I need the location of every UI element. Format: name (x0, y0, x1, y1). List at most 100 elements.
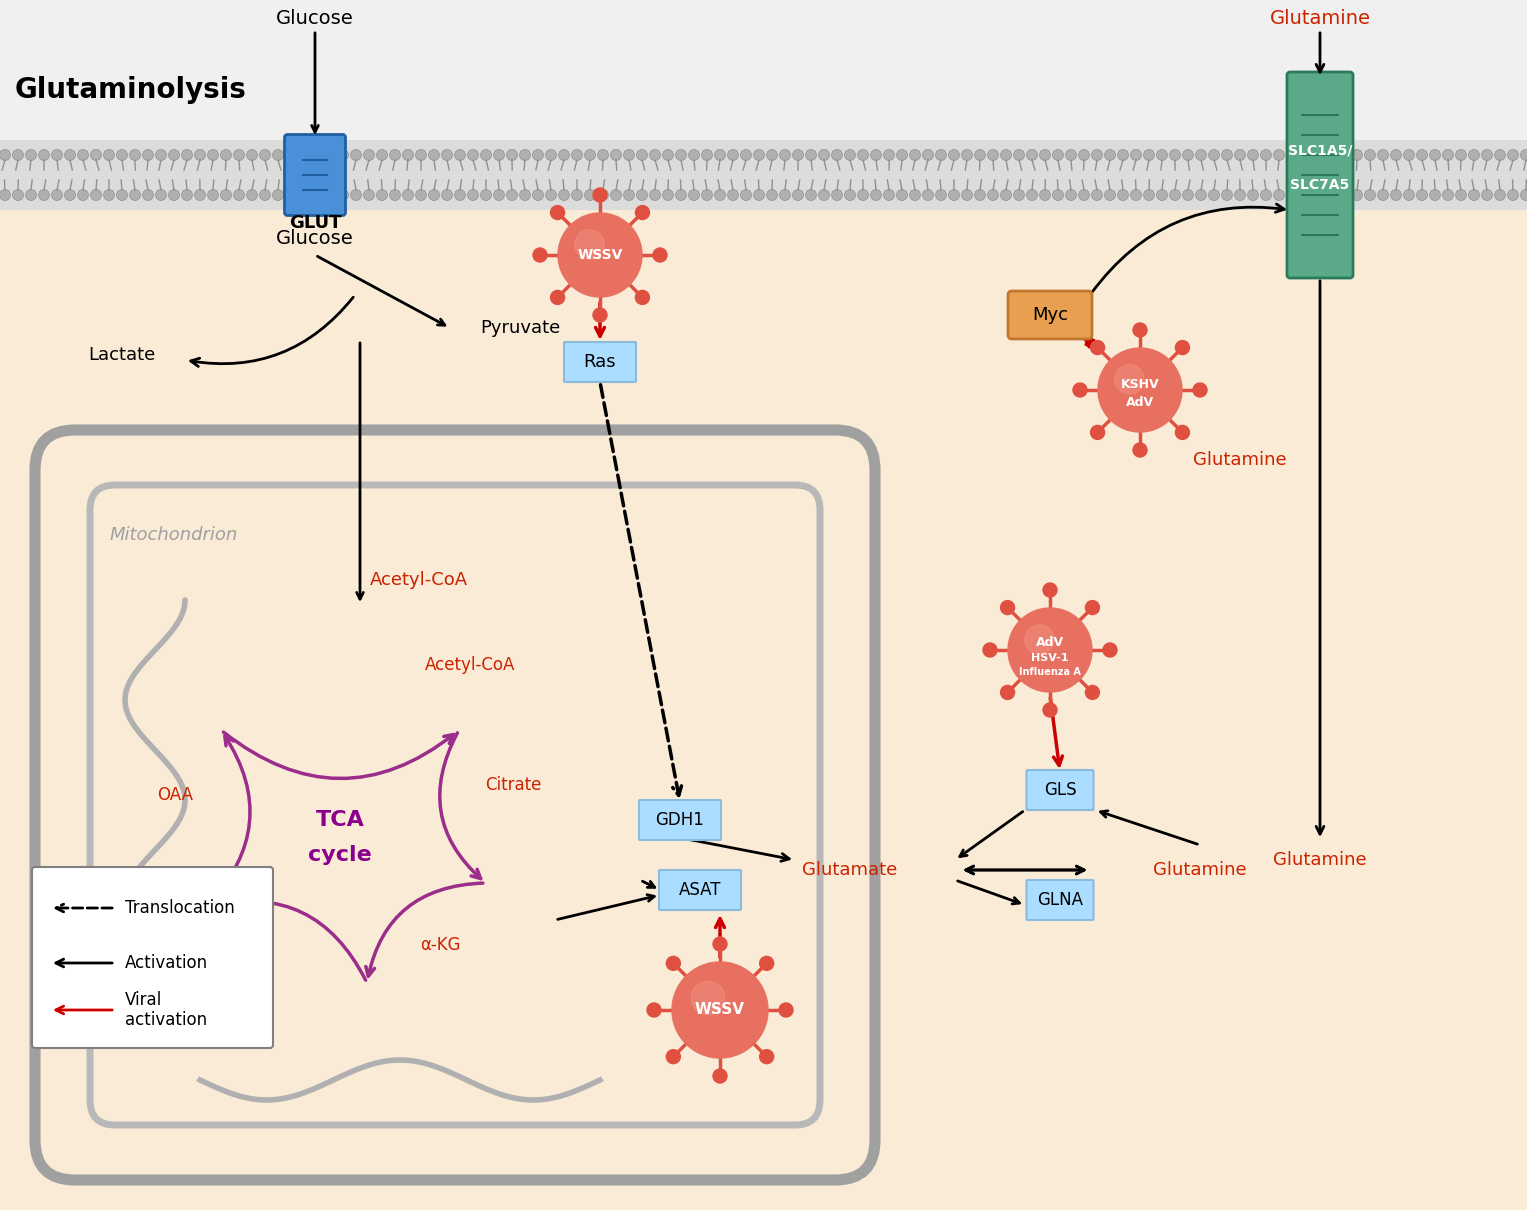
Circle shape (1115, 364, 1144, 394)
Circle shape (1299, 150, 1310, 161)
Circle shape (363, 150, 374, 161)
Circle shape (1102, 643, 1116, 657)
Circle shape (585, 190, 596, 201)
Circle shape (713, 937, 727, 951)
Circle shape (337, 150, 348, 161)
Circle shape (194, 190, 206, 201)
Circle shape (0, 190, 11, 201)
Circle shape (1090, 426, 1104, 439)
Circle shape (793, 190, 803, 201)
Circle shape (1000, 685, 1014, 699)
Circle shape (974, 190, 985, 201)
Circle shape (260, 190, 270, 201)
Circle shape (1156, 190, 1168, 201)
Circle shape (1351, 190, 1362, 201)
Text: WSSV: WSSV (695, 1003, 745, 1018)
Circle shape (983, 643, 997, 657)
Circle shape (90, 150, 101, 161)
Circle shape (208, 190, 218, 201)
Circle shape (1118, 190, 1128, 201)
Circle shape (832, 190, 843, 201)
Circle shape (1014, 190, 1025, 201)
Circle shape (647, 1003, 661, 1016)
Text: GDH1: GDH1 (655, 811, 704, 829)
Circle shape (1078, 150, 1089, 161)
Circle shape (1495, 150, 1506, 161)
FancyBboxPatch shape (660, 870, 741, 910)
Circle shape (130, 190, 140, 201)
Circle shape (26, 190, 37, 201)
Text: AdV: AdV (1035, 635, 1064, 649)
Circle shape (870, 190, 881, 201)
Text: Acetyl-CoA: Acetyl-CoA (425, 656, 516, 674)
Circle shape (168, 190, 180, 201)
Circle shape (1014, 150, 1025, 161)
Text: Myc: Myc (1032, 306, 1067, 324)
Circle shape (559, 190, 570, 201)
FancyBboxPatch shape (1287, 73, 1353, 278)
Circle shape (936, 150, 947, 161)
Circle shape (988, 150, 999, 161)
FancyBboxPatch shape (638, 800, 721, 840)
Text: SucCoA: SucCoA (188, 946, 252, 964)
Circle shape (415, 150, 426, 161)
Circle shape (713, 1068, 727, 1083)
Circle shape (1043, 703, 1057, 718)
Circle shape (1417, 150, 1428, 161)
Text: TCA: TCA (316, 809, 365, 830)
Circle shape (1391, 150, 1402, 161)
Circle shape (1066, 150, 1077, 161)
Circle shape (403, 190, 414, 201)
Circle shape (1000, 190, 1011, 201)
Circle shape (988, 190, 999, 201)
Circle shape (649, 190, 661, 201)
Text: Acetyl-CoA: Acetyl-CoA (370, 571, 469, 589)
Circle shape (779, 1003, 793, 1016)
Text: Glutamine: Glutamine (1193, 451, 1287, 469)
Circle shape (1429, 150, 1440, 161)
Circle shape (1455, 150, 1466, 161)
Circle shape (441, 190, 452, 201)
Circle shape (481, 190, 492, 201)
Circle shape (1469, 150, 1480, 161)
Circle shape (948, 190, 959, 201)
Circle shape (533, 150, 544, 161)
Circle shape (1481, 190, 1492, 201)
Circle shape (592, 309, 608, 322)
Circle shape (727, 190, 739, 201)
Circle shape (507, 150, 518, 161)
Circle shape (1130, 190, 1142, 201)
Circle shape (675, 150, 687, 161)
Circle shape (585, 150, 596, 161)
Circle shape (90, 190, 101, 201)
Text: GLUT: GLUT (289, 214, 341, 232)
Circle shape (1339, 150, 1350, 161)
Circle shape (779, 150, 791, 161)
Circle shape (1026, 190, 1037, 201)
Circle shape (692, 981, 725, 1015)
Circle shape (1026, 150, 1037, 161)
Circle shape (611, 150, 621, 161)
FancyBboxPatch shape (284, 134, 345, 215)
Circle shape (377, 150, 388, 161)
Circle shape (545, 190, 556, 201)
Circle shape (1043, 583, 1057, 597)
Circle shape (1481, 150, 1492, 161)
Circle shape (182, 190, 192, 201)
Circle shape (1098, 348, 1182, 432)
Circle shape (1193, 384, 1206, 397)
Circle shape (38, 190, 49, 201)
Circle shape (654, 248, 667, 263)
Circle shape (1052, 190, 1063, 201)
Circle shape (351, 150, 362, 161)
Circle shape (26, 150, 37, 161)
Circle shape (1260, 190, 1272, 201)
Circle shape (455, 150, 466, 161)
Circle shape (896, 150, 907, 161)
Circle shape (1073, 384, 1087, 397)
Circle shape (1507, 190, 1518, 201)
Circle shape (896, 190, 907, 201)
Circle shape (1443, 190, 1454, 201)
Circle shape (858, 150, 869, 161)
Circle shape (1325, 190, 1336, 201)
